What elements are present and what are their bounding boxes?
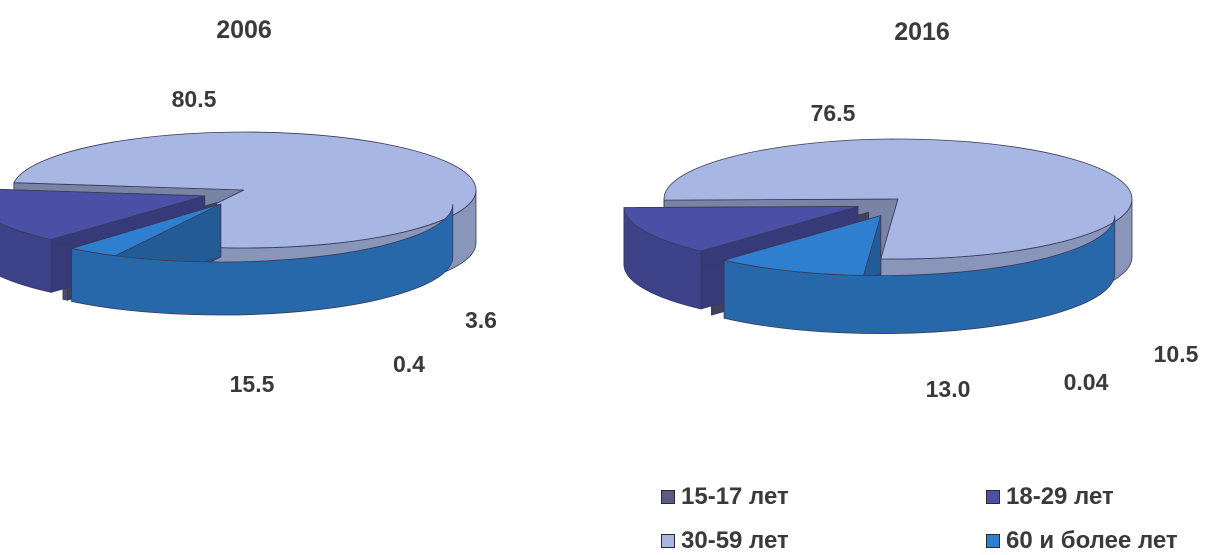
chart-title-2016: 2016 (894, 18, 950, 46)
legend-swatch-60plus (986, 534, 1000, 548)
legend-label-18-29: 18-29 лет (1006, 483, 1114, 511)
data-label-2006-30-59: 80.5 (172, 86, 217, 112)
legend-swatch-15-17 (661, 490, 675, 504)
pie-chart-2006 (0, 132, 476, 315)
data-label-2016-15-17: 0.04 (1064, 369, 1109, 395)
legend-swatch-30-59 (661, 534, 675, 548)
data-label-2016-18-29: 13.0 (926, 376, 971, 402)
legend-label-15-17: 15-17 лет (681, 483, 789, 511)
legend-item-15-17: 15-17 лет (661, 483, 789, 511)
legend-swatch-18-29 (986, 490, 1000, 504)
pie-chart-2016 (624, 139, 1132, 334)
legend-item-18-29: 18-29 лет (986, 483, 1114, 511)
data-label-2006-15-17: 0.4 (393, 351, 425, 377)
chart-title-2006: 2006 (216, 16, 272, 44)
data-label-2016-60plus: 10.5 (1154, 341, 1199, 367)
data-label-2006-60plus: 3.6 (465, 307, 497, 333)
data-label-2016-30-59: 76.5 (811, 100, 856, 126)
data-label-2006-18-29: 15.5 (230, 371, 275, 397)
